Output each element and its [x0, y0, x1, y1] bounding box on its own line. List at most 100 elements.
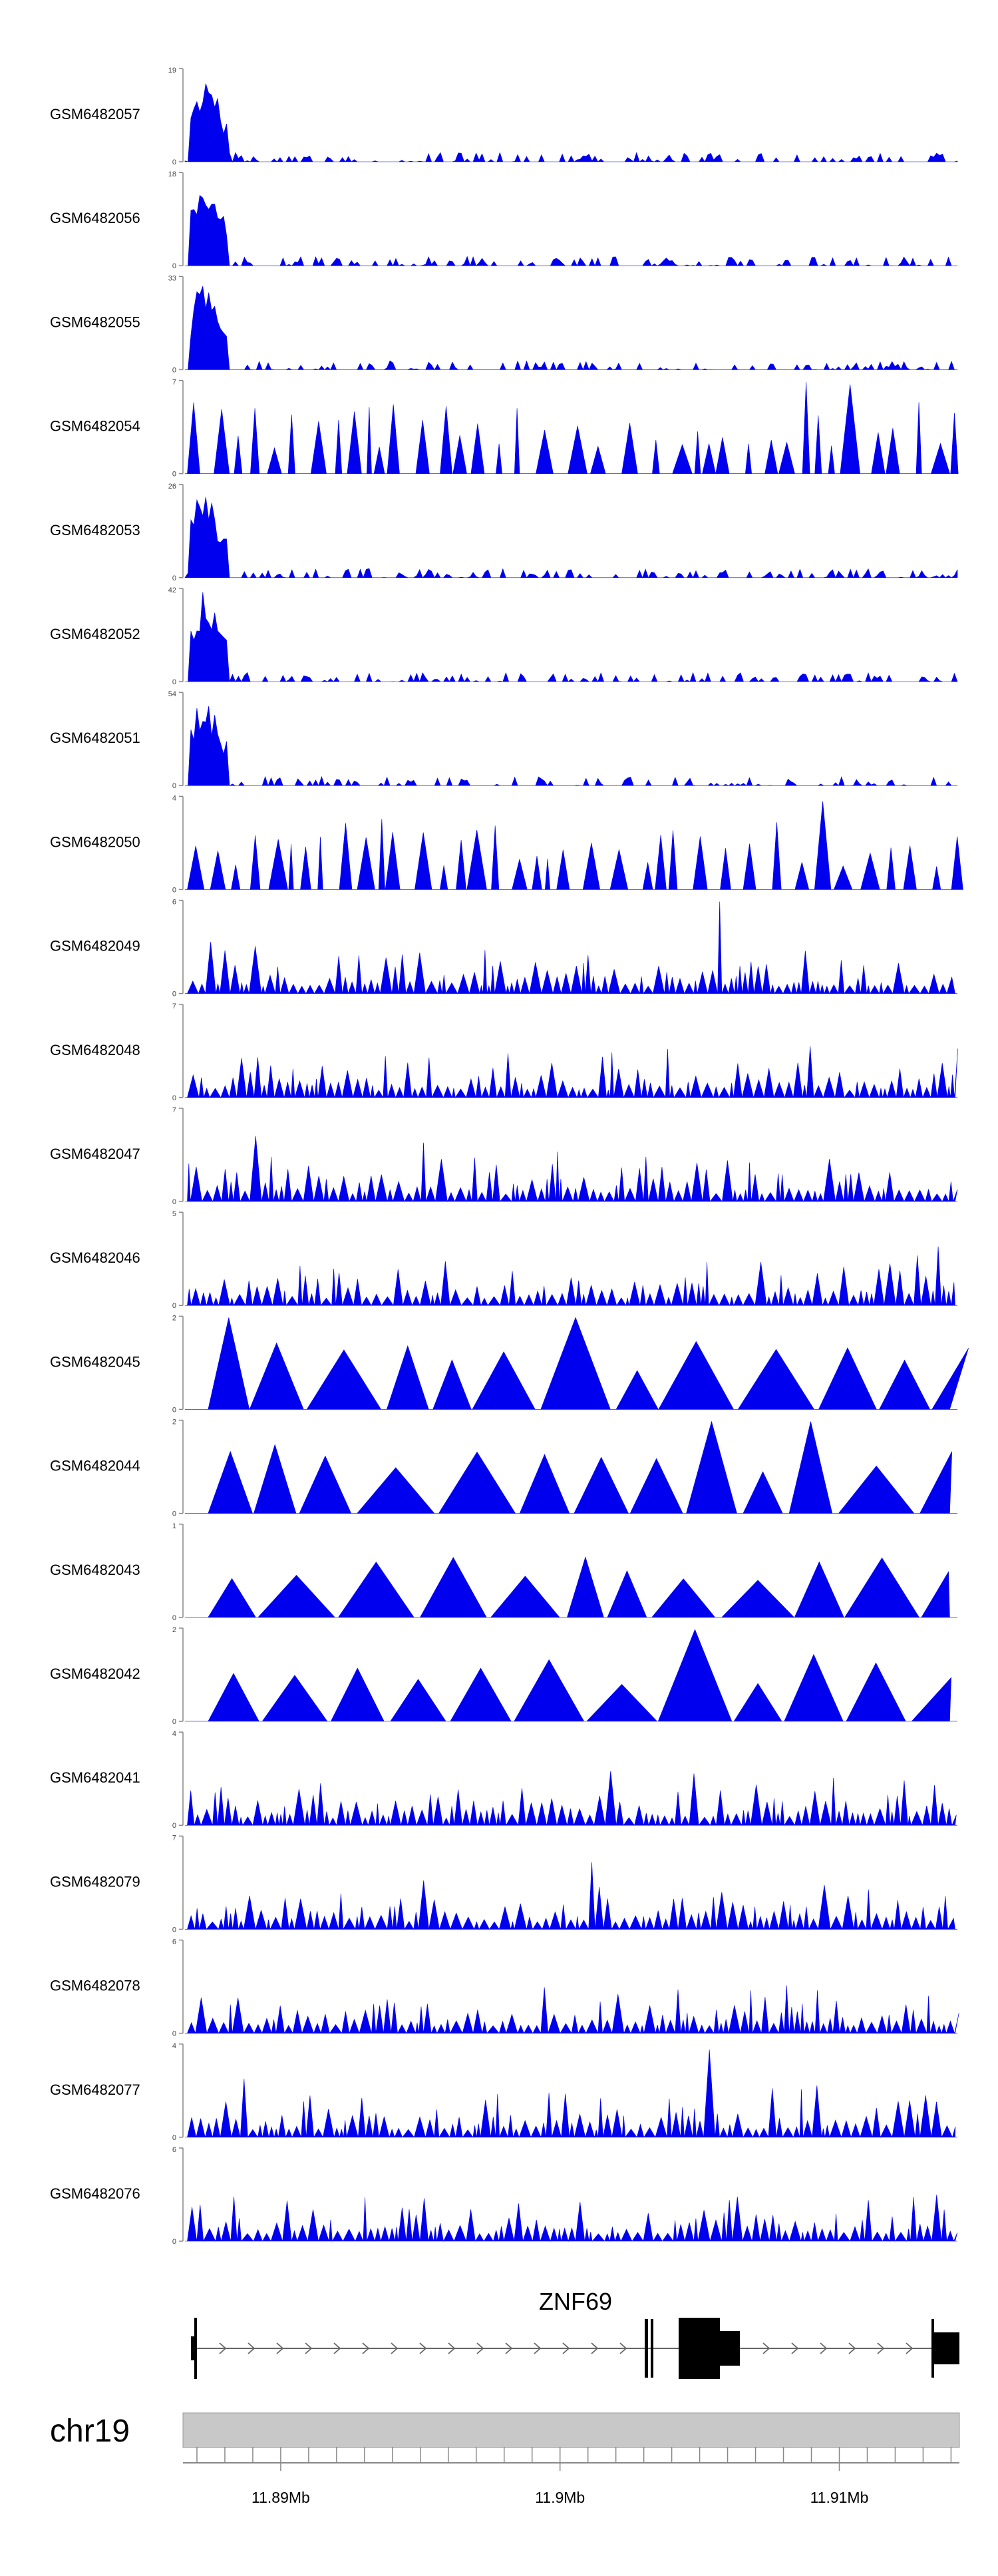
y-zero-label: 0 — [172, 1094, 176, 1102]
coverage-area — [185, 801, 963, 890]
strand-arrow — [820, 2342, 828, 2354]
track-panel: GSM6482056 18 0 — [50, 170, 957, 270]
track-label: GSM6482077 — [50, 2081, 140, 2098]
exon — [191, 2336, 195, 2360]
track-label: GSM6482045 — [50, 1353, 140, 1370]
exon — [679, 2318, 720, 2379]
strand-arrow — [448, 2342, 456, 2354]
track-label: GSM6482051 — [50, 730, 140, 746]
coverage-area — [185, 901, 957, 994]
coverage-area — [185, 1420, 957, 1514]
coverage-area — [185, 286, 957, 371]
y-zero-label: 0 — [172, 782, 176, 790]
y-zero-label: 0 — [172, 1614, 176, 1622]
track-panel: GSM6482076 6 0 — [50, 2146, 958, 2246]
y-max-label: 7 — [172, 379, 176, 387]
track-label: GSM6482043 — [50, 1562, 140, 1578]
strand-arrow — [791, 2342, 799, 2354]
coverage-area — [185, 1985, 959, 2034]
coverage-area — [185, 1046, 958, 1098]
coverage-area — [184, 83, 958, 162]
strand-arrow — [906, 2342, 914, 2354]
track-panel: GSM6482051 54 0 — [50, 690, 957, 790]
y-zero-label: 0 — [172, 1198, 176, 1206]
track-panel: GSM6482055 33 0 — [50, 274, 957, 374]
coverage-area — [185, 381, 959, 474]
strand-arrow — [591, 2342, 599, 2354]
strand-arrow — [877, 2342, 885, 2354]
strand-arrow — [619, 2342, 627, 2354]
track-panel: GSM6482078 6 0 — [50, 1938, 959, 2038]
y-zero-label: 0 — [172, 886, 176, 894]
track-label: GSM6482053 — [50, 522, 140, 538]
y-zero-label: 0 — [172, 158, 176, 166]
strand-arrow — [248, 2342, 255, 2354]
strand-arrow — [534, 2342, 542, 2354]
y-max-label: 6 — [172, 899, 176, 907]
track-panel: GSM6482050 4 0 — [50, 794, 963, 894]
coverage-area — [185, 2195, 958, 2243]
gene-name-label: ZNF69 — [539, 2288, 612, 2315]
strand-arrow — [848, 2342, 856, 2354]
track-panel: GSM6482077 4 0 — [50, 2042, 957, 2142]
track-label: GSM6482056 — [50, 210, 140, 226]
track-label: GSM6482049 — [50, 938, 140, 955]
exon — [720, 2331, 740, 2366]
track-panel: GSM6482047 7 0 — [50, 1106, 958, 1206]
y-max-label: 7 — [172, 1002, 176, 1010]
coverage-area — [185, 194, 957, 267]
strand-arrow — [305, 2342, 313, 2354]
y-max-label: 4 — [172, 1730, 176, 1738]
track-panel: GSM6482046 5 0 — [50, 1210, 957, 1310]
y-zero-label: 0 — [172, 1926, 176, 1934]
coverage-area — [185, 2049, 957, 2138]
track-panel: GSM6482057 19 0 — [50, 67, 958, 166]
track-panel: GSM6482042 2 0 — [50, 1626, 957, 1726]
strand-arrow — [505, 2342, 513, 2354]
track-label: GSM6482057 — [50, 106, 140, 122]
y-zero-label: 0 — [172, 1406, 176, 1414]
strand-arrow — [276, 2342, 284, 2354]
coverage-area — [185, 1136, 958, 1203]
track-label: GSM6482041 — [50, 1769, 140, 1786]
coverage-area — [185, 1862, 957, 1930]
y-zero-label: 0 — [172, 678, 176, 686]
x-tick-label: 11.9Mb — [535, 2489, 585, 2506]
track-panel: GSM6482045 2 0 — [50, 1314, 969, 1414]
y-zero-label: 0 — [172, 262, 176, 270]
track-label: GSM6482047 — [50, 1146, 140, 1162]
track-label: GSM6482048 — [50, 1042, 140, 1058]
track-panel: GSM6482049 6 0 — [50, 899, 957, 998]
x-tick-label: 11.91Mb — [810, 2489, 869, 2506]
track-label: GSM6482076 — [50, 2185, 140, 2202]
track-panel: GSM6482052 42 0 — [50, 586, 958, 686]
y-zero-label: 0 — [172, 366, 176, 374]
track-label: GSM6482052 — [50, 626, 140, 642]
coverage-area — [185, 1629, 957, 1722]
track-panel: GSM6482041 4 0 — [50, 1730, 957, 1830]
y-max-label: 6 — [172, 2146, 176, 2154]
coverage-area — [185, 1771, 957, 1826]
y-zero-label: 0 — [172, 471, 176, 479]
strand-arrow — [762, 2342, 770, 2354]
y-zero-label: 0 — [172, 1510, 176, 1518]
track-panel: GSM6482053 26 0 — [50, 483, 958, 582]
gene-model — [191, 2318, 959, 2379]
strand-arrow — [391, 2342, 399, 2354]
y-max-label: 42 — [168, 586, 176, 594]
y-zero-label: 0 — [172, 2030, 176, 2038]
gene-track: ZNF69 — [191, 2288, 959, 2379]
coverage-area — [185, 592, 958, 682]
coverage-area — [185, 1556, 957, 1618]
track-panel: GSM6482054 7 0 — [50, 379, 959, 479]
track-panel: GSM6482048 7 0 — [50, 1002, 958, 1102]
coverage-area — [185, 706, 957, 787]
track-label: GSM6482044 — [50, 1458, 140, 1474]
y-max-label: 2 — [172, 1314, 176, 1322]
y-max-label: 6 — [172, 1938, 176, 1946]
y-max-label: 5 — [172, 1210, 176, 1218]
exon — [645, 2319, 648, 2378]
ideogram-bar — [182, 2412, 960, 2448]
y-max-label: 7 — [172, 1834, 176, 1842]
